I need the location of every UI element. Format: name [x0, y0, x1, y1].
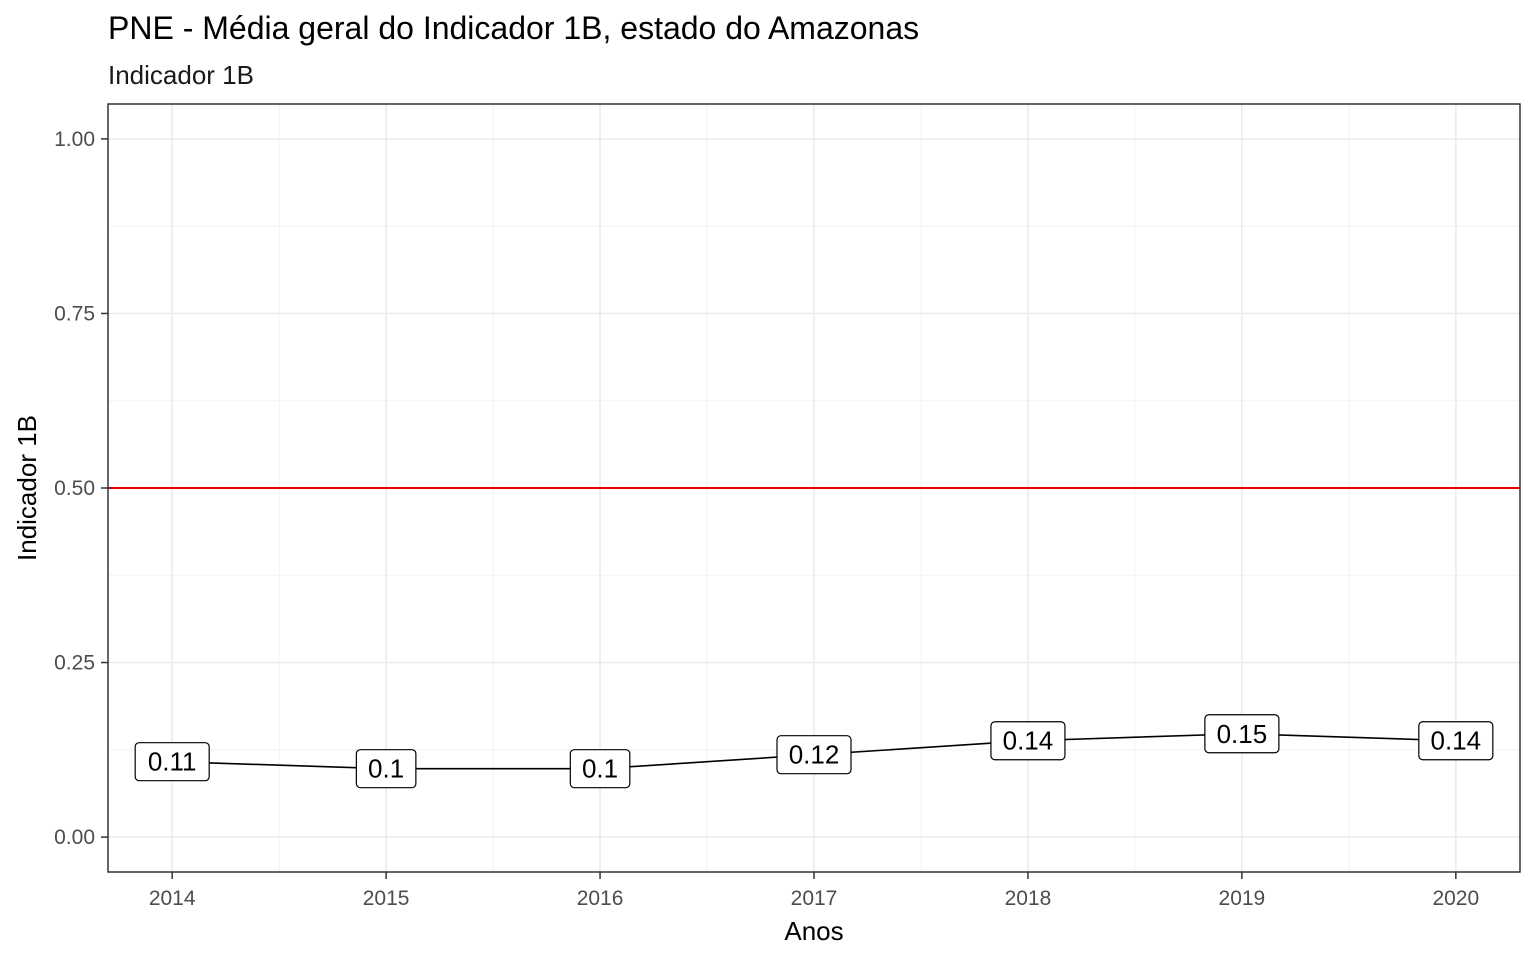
x-tick-label: 2019 [1219, 887, 1266, 910]
data-label-box [355, 749, 417, 789]
data-label-box [1204, 714, 1280, 754]
y-tick-label: 1.00 [54, 128, 95, 151]
data-label-box [1418, 721, 1494, 761]
x-axis: 2014 2015 2016 2017 2018 2019 2020 [149, 872, 1479, 910]
data-label: 0.1 [355, 749, 417, 789]
data-label-box [569, 749, 631, 789]
y-tick-label: 0.25 [54, 652, 95, 675]
x-tick-label: 2015 [363, 887, 410, 910]
x-tick-label: 2017 [791, 887, 838, 910]
y-axis: 0.00 0.25 0.50 0.75 1.00 [54, 128, 108, 849]
data-label-text: 0.1 [368, 754, 404, 784]
data-label-text: 0.1 [582, 754, 618, 784]
y-tick-label: 0.00 [54, 826, 95, 849]
x-axis-title: Anos [784, 916, 843, 946]
data-label: 0.14 [1418, 721, 1494, 761]
data-label: 0.1 [569, 749, 631, 789]
x-tick-label: 2014 [149, 887, 196, 910]
data-label-text: 0.12 [789, 740, 840, 770]
y-tick-label: 0.75 [54, 302, 95, 325]
data-label-box [776, 735, 852, 775]
data-label: 0.11 [134, 742, 210, 782]
chart-subtitle: Indicador 1B [108, 60, 254, 90]
x-tick-label: 2018 [1005, 887, 1052, 910]
data-label-text: 0.14 [1431, 726, 1482, 756]
y-axis-title: Indicador 1B [12, 415, 42, 561]
data-label: 0.15 [1204, 714, 1280, 754]
data-label: 0.14 [990, 721, 1066, 761]
data-label-text: 0.11 [148, 747, 197, 777]
data-label-text: 0.15 [1217, 719, 1268, 749]
data-label-box [990, 721, 1066, 761]
data-label-box [134, 742, 210, 782]
y-tick-label: 0.50 [54, 477, 95, 500]
data-label-text: 0.14 [1003, 726, 1054, 756]
x-tick-label: 2016 [577, 887, 624, 910]
x-tick-label: 2020 [1432, 887, 1479, 910]
data-label: 0.12 [776, 735, 852, 775]
chart-title: PNE - Média geral do Indicador 1B, estad… [108, 10, 920, 46]
data-labels-layer: 0.11 0.1 0.1 0.12 0.14 0.15 0.14 [134, 714, 1494, 789]
